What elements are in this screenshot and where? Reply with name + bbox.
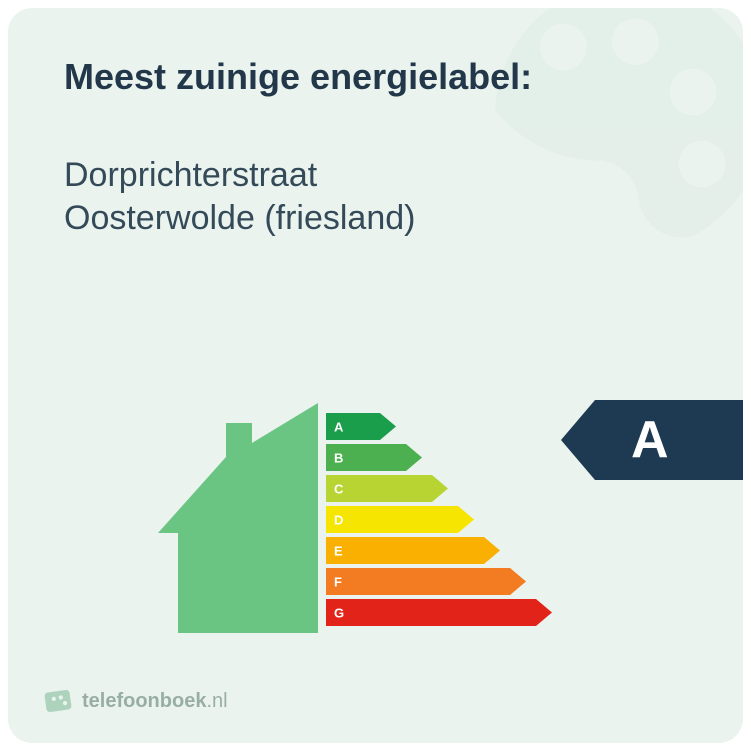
- street-name: Dorprichterstraat: [64, 154, 687, 197]
- bar-label: F: [334, 574, 342, 589]
- bar-shape: [326, 506, 474, 533]
- bar-shape: [326, 599, 552, 626]
- bar-label: B: [334, 450, 343, 465]
- bar-label: G: [334, 605, 344, 620]
- bar-label: D: [334, 512, 343, 527]
- footer-brand-tld: .nl: [206, 690, 227, 712]
- footer-brand: telefoonboek.nl: [82, 690, 228, 713]
- footer-brand-name: telefoonboek: [82, 690, 206, 712]
- location-subtitle: Dorprichterstraat Oosterwolde (friesland…: [8, 154, 743, 239]
- footer-logo-icon: [44, 687, 72, 715]
- bar-label: E: [334, 543, 343, 558]
- house-icon: [158, 403, 318, 633]
- bar-label: A: [334, 419, 343, 434]
- footer: telefoonboek.nl: [44, 687, 228, 715]
- bar-shape: [326, 537, 500, 564]
- page-title: Meest zuinige energielabel:: [8, 56, 743, 98]
- rating-letter: A: [631, 410, 670, 470]
- bar-shape: [326, 475, 448, 502]
- bar-shape: [326, 568, 526, 595]
- card: Meest zuinige energielabel: Dorprichters…: [8, 8, 743, 743]
- rating-badge: A: [561, 400, 743, 480]
- city-province: Oosterwolde (friesland): [64, 197, 687, 240]
- bar-label: C: [334, 481, 343, 496]
